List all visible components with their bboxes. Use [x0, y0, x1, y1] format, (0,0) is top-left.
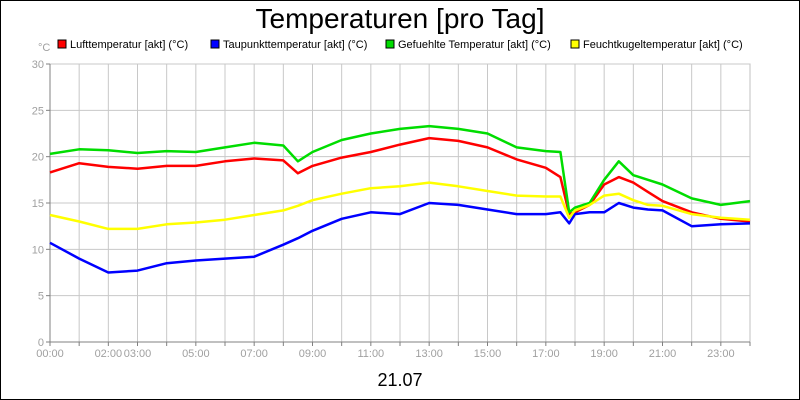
x-axis-label: 21.07: [377, 370, 422, 390]
x-tick-label: 19:00: [590, 348, 618, 360]
legend-label-3: Gefuehlte Temperatur [akt] (°C): [398, 39, 551, 51]
x-tick-label: 00:00: [36, 348, 64, 360]
y-axis-unit: °C: [38, 42, 50, 54]
x-tick-label: 02:00: [95, 348, 123, 360]
legend-swatch-4: [570, 39, 580, 49]
legend-swatch-3: [385, 39, 395, 49]
y-tick-label: 0: [38, 337, 44, 349]
x-tick-label: 15:00: [474, 348, 502, 360]
series-line-2: [49, 201, 751, 274]
y-tick-label: 15: [32, 198, 44, 210]
x-tick-label: 05:00: [182, 348, 210, 360]
x-tick-label: 09:00: [299, 348, 327, 360]
series-line-3: [49, 124, 751, 214]
y-tick-label: 10: [32, 244, 44, 256]
y-tick-label: 5: [38, 291, 44, 303]
series-line-1: [49, 136, 751, 223]
x-tick-label: 07:00: [240, 348, 268, 360]
grid: [49, 63, 751, 343]
legend-label-1: Lufttemperatur [akt] (°C): [70, 39, 188, 51]
legend-label-2: Taupunkttemperatur [akt] (°C): [223, 39, 367, 51]
x-tick-label: 21:00: [649, 348, 677, 360]
y-tick-label: 25: [32, 105, 44, 117]
series-line-4: [49, 181, 751, 231]
chart-title: Temperaturen [pro Tag]: [256, 3, 545, 34]
legend-swatch-1: [57, 39, 67, 49]
y-tick-label: 30: [32, 59, 44, 71]
y-axis-ticks: 0 5 10 15 20 25 30: [32, 59, 50, 349]
x-tick-label: 17:00: [532, 348, 560, 360]
legend: Lufttemperatur [akt] (°C) Taupunkttempera…: [57, 39, 743, 51]
legend-label-4: Feuchtkugeltemperatur [akt] (°C): [583, 39, 743, 51]
x-axis-ticks: 00:00 02:00 03:00 05:00 07:00 09:00 11:00 13:00…: [36, 342, 751, 360]
series-group: [49, 124, 751, 274]
x-tick-label: 23:00: [707, 348, 735, 360]
x-tick-label: 11:00: [357, 348, 384, 360]
legend-swatch-2: [210, 39, 220, 49]
x-tick-label: 13:00: [415, 348, 443, 360]
y-tick-label: 20: [32, 152, 44, 164]
x-tick-label: 03:00: [124, 348, 152, 360]
